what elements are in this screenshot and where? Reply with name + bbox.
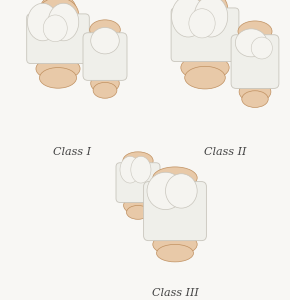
Text: Class I: Class I	[53, 147, 91, 157]
Ellipse shape	[166, 174, 197, 208]
Ellipse shape	[28, 3, 58, 41]
Ellipse shape	[93, 82, 117, 98]
FancyBboxPatch shape	[171, 8, 239, 61]
FancyBboxPatch shape	[83, 33, 127, 80]
Ellipse shape	[39, 68, 77, 88]
FancyBboxPatch shape	[144, 182, 206, 241]
Ellipse shape	[242, 91, 268, 107]
Text: Class II: Class II	[204, 147, 246, 157]
Ellipse shape	[40, 0, 76, 24]
Ellipse shape	[239, 81, 271, 102]
Ellipse shape	[36, 57, 80, 80]
Ellipse shape	[185, 66, 225, 89]
Ellipse shape	[91, 28, 119, 54]
Ellipse shape	[181, 55, 229, 80]
Ellipse shape	[37, 0, 79, 32]
FancyBboxPatch shape	[27, 14, 89, 64]
Text: Class III: Class III	[152, 288, 198, 298]
FancyBboxPatch shape	[231, 35, 279, 88]
Ellipse shape	[182, 0, 228, 28]
Ellipse shape	[131, 156, 151, 183]
Ellipse shape	[171, 0, 205, 37]
Ellipse shape	[123, 152, 153, 170]
Ellipse shape	[194, 0, 228, 37]
Ellipse shape	[120, 156, 140, 183]
Ellipse shape	[126, 206, 150, 219]
Ellipse shape	[251, 37, 272, 59]
Ellipse shape	[90, 20, 120, 40]
Ellipse shape	[43, 15, 67, 42]
Ellipse shape	[124, 196, 153, 214]
Ellipse shape	[235, 29, 267, 57]
FancyBboxPatch shape	[116, 163, 160, 203]
Ellipse shape	[238, 21, 272, 42]
Ellipse shape	[153, 233, 197, 255]
Ellipse shape	[157, 244, 193, 262]
Ellipse shape	[48, 3, 79, 41]
Ellipse shape	[153, 167, 197, 189]
Ellipse shape	[185, 0, 225, 18]
Ellipse shape	[189, 9, 215, 38]
Ellipse shape	[91, 74, 119, 93]
Ellipse shape	[147, 172, 184, 210]
